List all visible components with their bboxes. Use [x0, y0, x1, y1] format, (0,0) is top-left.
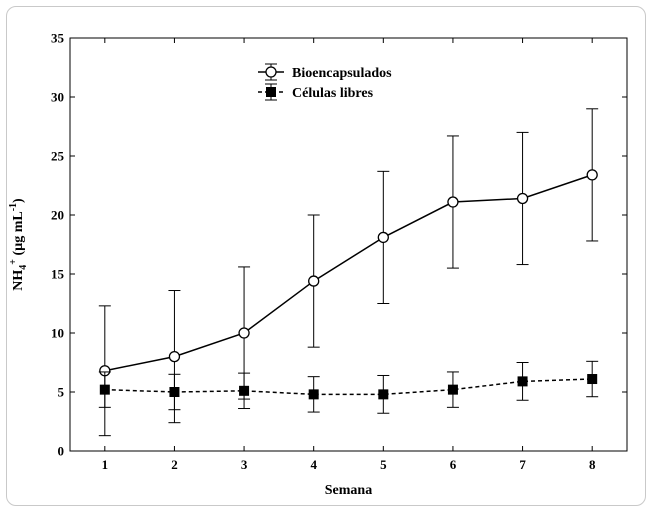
y-tick-label: 30 [51, 90, 64, 105]
x-tick-label: 6 [450, 457, 457, 472]
y-tick-label: 20 [51, 208, 64, 223]
plot-area-border [69, 37, 628, 452]
data-point [587, 374, 598, 385]
data-point [586, 169, 598, 181]
data-point [99, 384, 110, 395]
y-axis-label: NH4+ (µg mL-1) [8, 198, 29, 291]
y-axis-label-sub: 4 [18, 265, 29, 270]
x-ticks: 1 2 3 4 5 6 7 8 [102, 38, 596, 472]
data-point [239, 385, 250, 396]
legend-label-celulas-libres: Células libres [292, 86, 374, 101]
x-tick-label: 3 [241, 457, 248, 472]
legend-item-bioencapsulados: Bioencapsulados [258, 63, 392, 81]
y-axis-label-unit: (µg mL [11, 211, 26, 259]
y-axis-label-close: ) [11, 198, 26, 203]
y-tick-label: 5 [58, 385, 65, 400]
x-tick-label: 4 [310, 457, 317, 472]
series-line [104, 174, 593, 372]
series-line [104, 378, 593, 396]
x-tick-label: 1 [102, 457, 109, 472]
y-axis-label-sup: + [8, 259, 19, 265]
legend-item-celulas-libres: Células libres [258, 83, 374, 101]
y-ticks: 0 5 10 15 20 25 30 35 [51, 31, 627, 459]
axes [69, 37, 628, 452]
y-tick-label: 25 [51, 149, 65, 164]
data-point [516, 192, 529, 205]
x-tick-label: 5 [380, 457, 387, 472]
data-point [308, 389, 319, 400]
data-point [447, 384, 458, 395]
data-point [517, 376, 528, 387]
series-layer [98, 108, 599, 437]
x-axis-label: Semana [325, 483, 372, 498]
data-point [308, 275, 320, 287]
y-tick-label: 35 [51, 31, 65, 46]
legend-marker-celulas-libres [266, 87, 276, 97]
y-tick-label: 0 [58, 444, 65, 459]
legend-marker-bioencapsulados [265, 66, 277, 78]
chart-frame [6, 6, 646, 506]
x-tick-label: 2 [171, 457, 178, 472]
series-bioencapsulados [98, 108, 599, 437]
x-tick-label: 7 [519, 457, 526, 472]
data-point [377, 231, 389, 244]
x-tick-label: 8 [589, 457, 596, 472]
y-axis-label-unit-sup: -1 [8, 203, 19, 211]
series-celulas-libres [98, 360, 599, 414]
data-point [378, 389, 389, 400]
legend-label-bioencapsulados: Bioencapsulados [292, 66, 392, 81]
data-point [447, 196, 459, 208]
y-tick-label: 10 [51, 326, 64, 341]
y-axis-label-main: NH [11, 270, 26, 291]
data-point [169, 387, 180, 397]
data-point [168, 350, 181, 363]
y-tick-label: 15 [51, 267, 65, 282]
data-point [238, 327, 250, 339]
legend: Bioencapsulados Células libres [258, 63, 392, 101]
